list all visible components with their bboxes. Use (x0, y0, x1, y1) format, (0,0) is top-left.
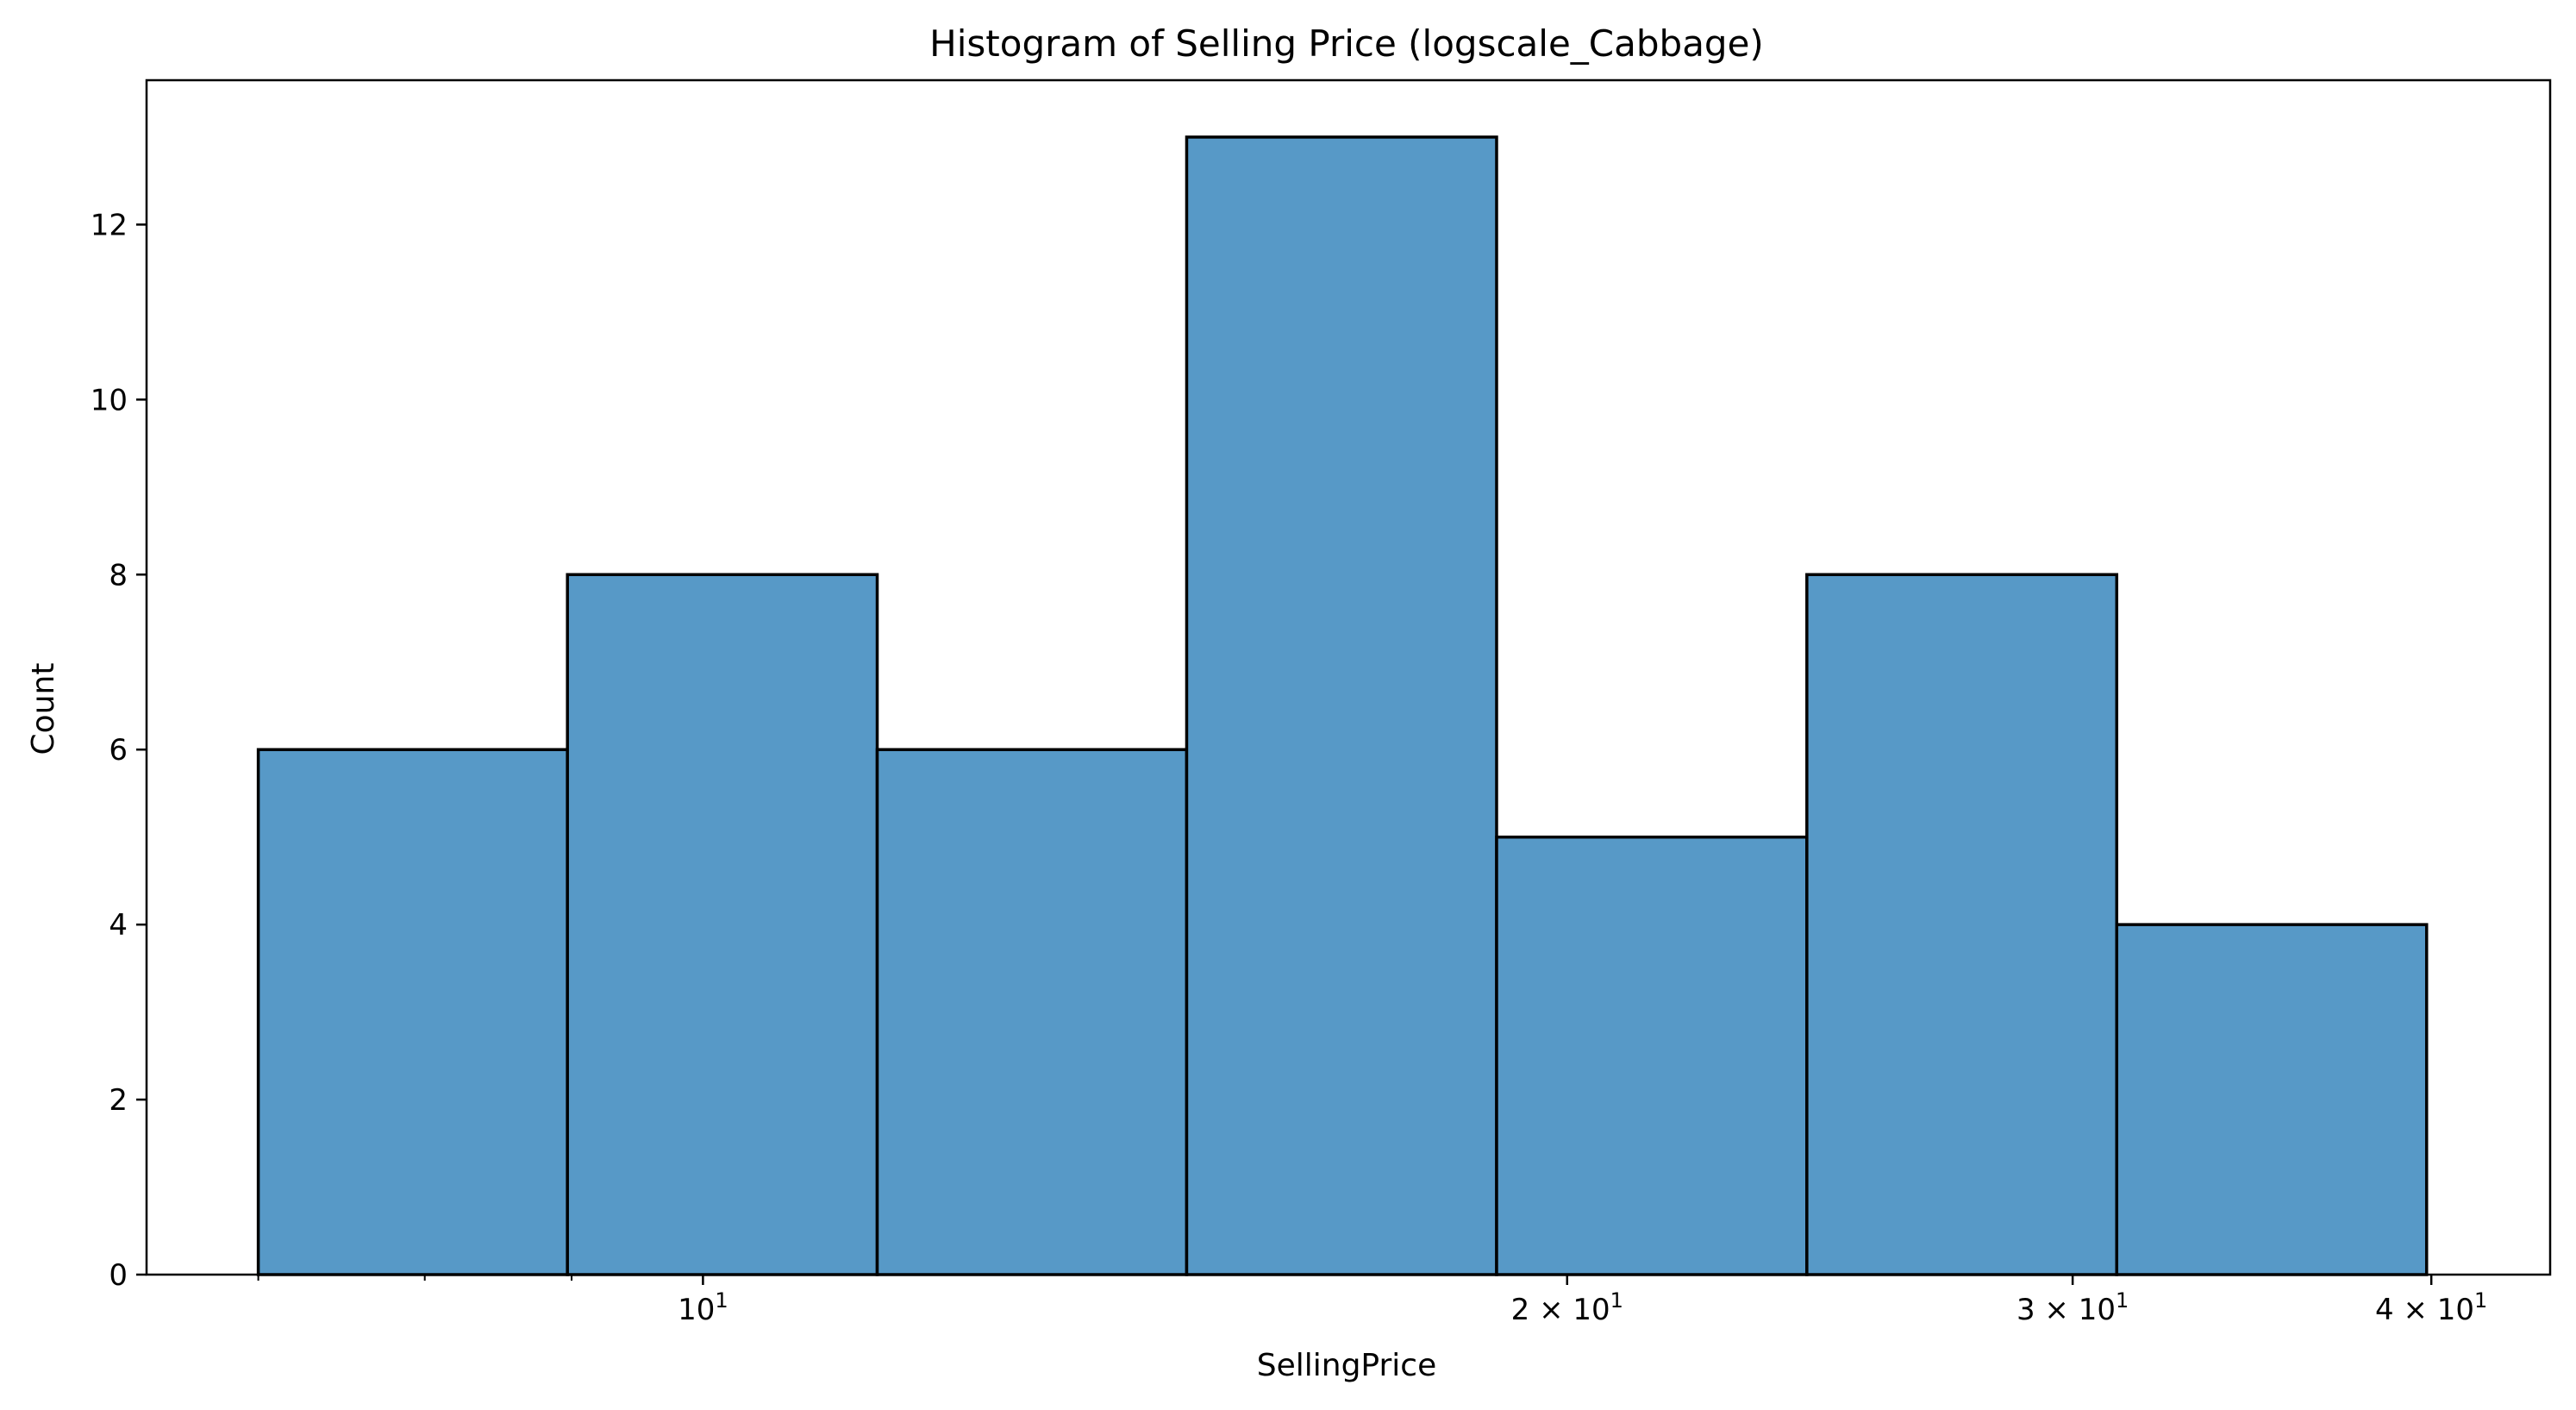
chart-title: Histogram of Selling Price (logscale_Cab… (929, 22, 1764, 65)
histogram-bar-7 (2115, 923, 2429, 1276)
histogram-bar-2 (566, 573, 879, 1276)
histogram-bar-3 (875, 748, 1189, 1276)
x-tick-label: 3 × 101 (2016, 1288, 2129, 1327)
y-tick-label: 4 (109, 908, 128, 943)
y-tick-label: 0 (109, 1258, 128, 1293)
histogram-bar-5 (1495, 835, 1809, 1276)
plot-area: 0 2 4 6 8 10 12 101 2 × 101 3 × 101 4 × 101 (91, 78, 2552, 1327)
x-axis-label: SellingPrice (1257, 1348, 1437, 1383)
y-tick-label: 10 (91, 383, 128, 417)
axes-frame (145, 78, 2552, 1276)
histogram-bar-1 (256, 748, 569, 1276)
x-tick-label: 101 (678, 1288, 728, 1327)
y-tick-label: 2 (109, 1083, 128, 1118)
x-tick-label: 4 × 101 (2375, 1288, 2487, 1327)
y-tick-label: 6 (109, 733, 128, 768)
y-axis-label: Count (26, 663, 61, 755)
y-tick-label: 12 (91, 208, 128, 242)
histogram-bar-4 (1185, 135, 1498, 1276)
histogram-bar-6 (1805, 573, 2119, 1276)
x-tick-label: 2 × 101 (1511, 1288, 1623, 1327)
y-tick-label: 8 (109, 558, 128, 592)
